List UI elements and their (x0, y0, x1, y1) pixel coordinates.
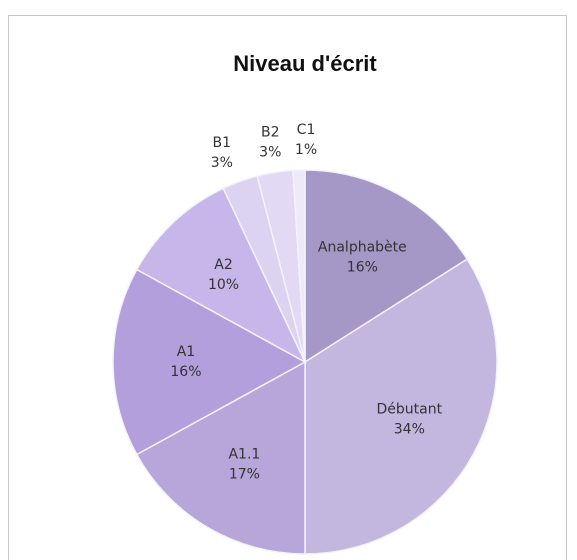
pie-slice (292, 169, 306, 363)
pie-slice (304, 258, 498, 555)
slice-value-label: 34% (394, 421, 425, 437)
pie-slice (304, 169, 469, 364)
slice-value-label: 17% (229, 466, 260, 482)
pie-slice (135, 187, 307, 364)
slice-value-label: 10% (208, 277, 239, 293)
slice-label: A2 (214, 257, 232, 273)
slice-label: A1 (177, 344, 195, 360)
slice-label: Débutant (377, 401, 443, 417)
pie-slice (135, 360, 306, 555)
slice-value-label: 16% (347, 260, 378, 276)
slice-label: C1 (297, 122, 316, 138)
slice-value-label: 16% (170, 364, 201, 380)
slice-value-label: 1% (295, 142, 317, 158)
slice-value-label: 3% (211, 155, 233, 171)
pie-slice (112, 268, 307, 456)
slice-label: B1 (213, 135, 232, 151)
slice-label: B2 (261, 125, 280, 141)
slice-value-label: 3% (259, 145, 281, 161)
slice-label: Analphabète (318, 240, 407, 256)
slice-label: A1.1 (228, 446, 260, 462)
chart-title: Niveau d'écrit (233, 51, 377, 76)
